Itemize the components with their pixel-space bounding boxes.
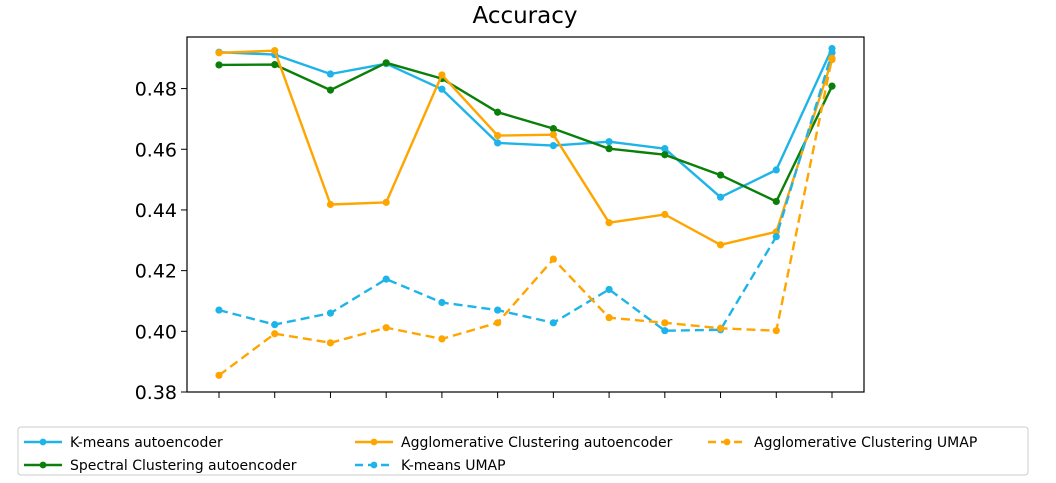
data-point (494, 139, 502, 147)
legend-entry: Agglomerative Clustering autoencoder (355, 435, 673, 451)
data-point (605, 219, 613, 227)
legend-marker (39, 461, 47, 469)
data-point (326, 309, 335, 317)
data-point (271, 321, 279, 329)
legend-box (17, 426, 1029, 476)
data-point (549, 319, 557, 327)
data-point (494, 108, 502, 116)
data-point (382, 275, 390, 283)
data-point (215, 61, 223, 69)
data-point (716, 241, 725, 249)
legend-entry: Spectral Clustering autoencoder (24, 458, 297, 474)
data-point (661, 327, 669, 335)
series-line (218, 61, 834, 203)
legend-label: K-means UMAP (401, 458, 506, 474)
y-tick-label: 0.48 (135, 79, 177, 101)
data-point (215, 306, 223, 314)
data-point (382, 324, 390, 332)
data-point (661, 319, 669, 327)
plot-frame (186, 36, 865, 393)
legend-entry: K-means UMAP (355, 458, 506, 474)
data-point (215, 371, 223, 379)
data-point (772, 233, 780, 241)
legend: K-means autoencoder Spectral Clustering a… (17, 426, 1029, 476)
data-point (549, 142, 557, 150)
legend-label: Agglomerative Clustering UMAP (754, 435, 977, 451)
legend-marker (370, 461, 378, 469)
series-line (218, 47, 834, 199)
y-tick-label: 0.40 (135, 321, 177, 343)
data-point (326, 70, 335, 78)
data-point (382, 198, 390, 206)
legend-label: Agglomerative Clustering autoencoder (401, 435, 673, 451)
data-point (716, 193, 725, 201)
data-point (661, 145, 669, 153)
data-point (772, 327, 780, 335)
data-point (828, 54, 836, 62)
data-point (326, 86, 335, 94)
legend-marker (723, 438, 731, 446)
legend-entry: K-means autoencoder (24, 435, 223, 451)
series-line (218, 52, 834, 332)
data-point (494, 132, 502, 140)
data-point (438, 85, 446, 93)
data-point (382, 59, 390, 67)
data-point (438, 298, 446, 307)
plot-area: 0.38 0.40 0.42 0.44 0.46 0.48 (135, 44, 836, 404)
data-point (605, 314, 613, 322)
data-point (549, 125, 557, 133)
legend-entry: Agglomerative Clustering UMAP (708, 435, 977, 451)
data-point (271, 61, 279, 69)
data-point (661, 151, 669, 159)
chart-title: Accuracy (472, 3, 577, 29)
data-point (605, 145, 613, 153)
data-point (605, 285, 613, 294)
data-point (494, 319, 502, 327)
data-point (438, 71, 446, 79)
data-point (772, 197, 780, 206)
data-point (215, 49, 223, 57)
y-tick-label: 0.46 (135, 139, 177, 161)
data-point (661, 210, 669, 219)
data-point (271, 330, 279, 338)
legend-label: K-means autoencoder (70, 435, 223, 451)
data-point (605, 138, 613, 146)
legend-label: Spectral Clustering autoencoder (70, 458, 297, 474)
series-line (218, 57, 834, 377)
data-point (549, 131, 557, 139)
data-point (772, 166, 780, 174)
data-point (828, 49, 836, 57)
data-point (716, 324, 725, 332)
y-tick-label: 0.38 (135, 382, 177, 404)
data-point (716, 171, 725, 179)
data-point (549, 255, 557, 263)
legend-marker (39, 438, 47, 446)
y-tick-label: 0.42 (135, 261, 177, 283)
data-point (271, 47, 279, 55)
series-line (218, 49, 834, 247)
legend-marker (370, 438, 378, 446)
y-tick-label: 0.44 (135, 200, 177, 222)
data-point (438, 335, 446, 343)
data-point (326, 200, 335, 209)
data-point (828, 82, 836, 90)
data-point (326, 339, 335, 347)
data-point (494, 306, 502, 314)
